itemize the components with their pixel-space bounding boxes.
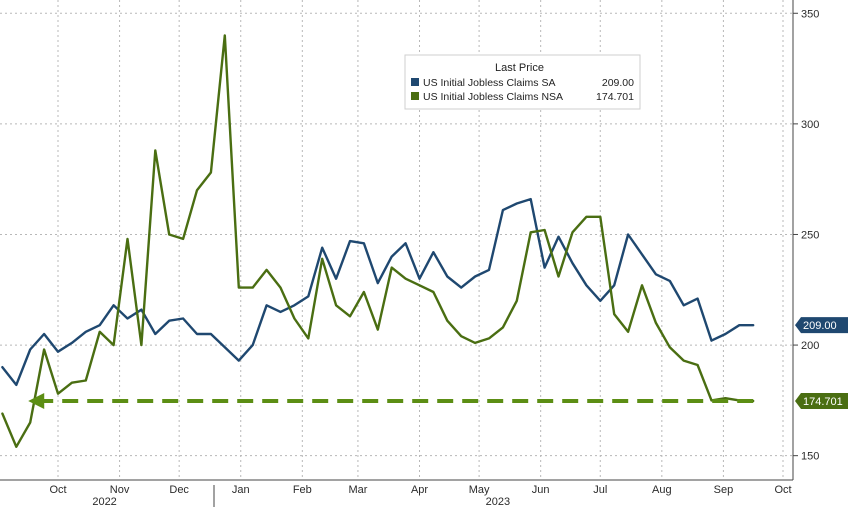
grid: [0, 0, 793, 480]
legend-title: Last Price: [495, 62, 544, 74]
x-tick-label: Aug: [652, 484, 672, 496]
x-tick-label: Nov: [110, 484, 130, 496]
x-tick-label: Dec: [169, 484, 189, 496]
year-label: 2022: [92, 496, 116, 507]
last-value-tag-box: [795, 317, 848, 334]
legend-entry-label: US Initial Jobless Claims NSA: [423, 91, 563, 103]
legend-entry-value: 174.701: [596, 91, 634, 103]
last-value-tag-sa: 209.00: [795, 317, 848, 334]
last-value-tag-box: [795, 393, 848, 410]
last-value-tag-nsa: 174.701: [795, 393, 848, 410]
x-tick-label: May: [469, 484, 490, 496]
y-tick-label: 350: [801, 8, 819, 20]
y-tick-label: 150: [801, 451, 819, 463]
x-tick-label: Mar: [348, 484, 367, 496]
legend-swatch: [411, 92, 419, 100]
x-tick-label: Jun: [532, 484, 550, 496]
x-tick-label: Jul: [593, 484, 607, 496]
series-line-nsa: [1, 34, 755, 448]
y-tick-label: 200: [801, 340, 819, 352]
last-value-tag-label: 209.00: [803, 320, 837, 332]
x-tick-label: Oct: [774, 484, 791, 496]
y-tick-label: 250: [801, 229, 819, 241]
series-line-sa: [1, 197, 755, 387]
last-value-tag-label: 174.701: [803, 396, 843, 408]
year-label: 2023: [486, 496, 510, 507]
x-tick-label: Sep: [714, 484, 734, 496]
x-tick-label: Jan: [232, 484, 250, 496]
arrow-head-icon: [28, 393, 45, 410]
legend-swatch: [411, 78, 419, 86]
legend-entry-label: US Initial Jobless Claims SA: [423, 77, 555, 89]
annotation-layer: [28, 393, 754, 410]
series-layer: [1, 34, 755, 448]
x-tick-label: Apr: [411, 484, 428, 496]
x-tick-label: Oct: [49, 484, 66, 496]
x-tick-label: Feb: [293, 484, 312, 496]
legend: Last Price US Initial Jobless Claims SA 20…: [404, 54, 641, 110]
y-tick-label: 300: [801, 119, 819, 131]
legend-entry-value: 209.00: [602, 77, 634, 89]
legend-box: [404, 54, 641, 110]
